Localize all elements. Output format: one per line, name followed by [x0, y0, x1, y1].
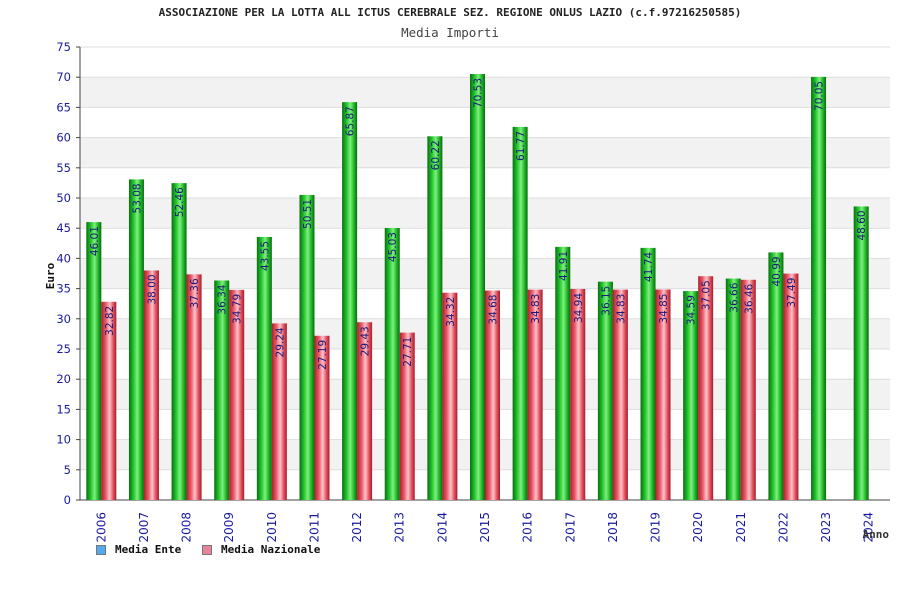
bar-label-media-nazionale: 29.43	[360, 326, 372, 356]
bar-label-media-nazionale: 29.24	[274, 327, 286, 357]
x-tick-label: 2020	[691, 512, 705, 543]
legend-swatch-media-nazionale	[202, 545, 212, 555]
bar-label-media-nazionale: 27.19	[317, 340, 329, 370]
y-tick-label: 30	[56, 312, 71, 326]
bar-media-ente	[427, 136, 442, 500]
bar-label-media-nazionale: 34.32	[445, 297, 457, 327]
bar-label-media-nazionale: 38.00	[146, 274, 158, 304]
bar-media-ente	[513, 127, 528, 500]
y-tick-label: 55	[56, 161, 71, 175]
x-tick-label: 2007	[137, 512, 151, 543]
bar-label-media-ente: 36.34	[217, 284, 229, 314]
bar-label-media-ente: 70.05	[814, 81, 826, 111]
bar-label-media-ente: 36.66	[728, 282, 740, 312]
bar-label-media-nazionale: 37.49	[786, 278, 798, 308]
bar-label-media-nazionale: 36.46	[743, 283, 755, 313]
bar-label-media-ente: 36.15	[600, 286, 612, 316]
bar-media-ente	[811, 77, 826, 500]
y-tick-label: 45	[56, 221, 71, 235]
bar-media-ente	[641, 248, 656, 500]
bar-label-media-ente: 61.77	[515, 131, 527, 161]
x-tick-label: 2012	[350, 512, 364, 543]
bar-label-media-ente: 65.87	[345, 106, 357, 136]
bar-media-ente	[385, 228, 400, 500]
bar-media-ente	[555, 247, 570, 500]
x-tick-label: 2017	[563, 512, 577, 543]
bar-label-media-ente: 70.53	[473, 78, 485, 108]
bar-label-media-nazionale: 34.83	[615, 294, 627, 324]
bar-label-media-ente: 40.99	[771, 256, 783, 286]
bar-label-media-ente: 53.08	[131, 183, 143, 213]
legend-label-media-nazionale: Media Nazionale	[221, 543, 320, 556]
y-axis-label: Euro	[44, 262, 57, 289]
bar-label-media-ente: 60.22	[430, 140, 442, 170]
y-tick-label: 0	[64, 493, 71, 507]
x-tick-label: 2021	[734, 512, 748, 543]
legend-item-media-nazionale: Media Nazionale	[202, 543, 320, 556]
bar-label-media-nazionale: 27.71	[402, 337, 414, 367]
bar-media-ente	[129, 179, 144, 500]
bar-label-media-nazionale: 37.05	[701, 280, 713, 310]
y-tick-label: 15	[56, 402, 71, 416]
y-tick-label: 40	[56, 251, 71, 265]
y-tick-label: 10	[56, 433, 71, 447]
bar-label-media-nazionale: 37.36	[189, 278, 201, 308]
bar-label-media-ente: 52.46	[174, 187, 186, 217]
bar-label-media-nazionale: 34.79	[232, 294, 244, 324]
y-tick-label: 70	[56, 70, 71, 84]
x-tick-label: 2008	[180, 512, 194, 543]
bar-label-media-nazionale: 34.68	[488, 295, 500, 325]
bar-label-media-nazionale: 34.83	[530, 294, 542, 324]
x-tick-label: 2010	[265, 512, 279, 543]
x-tick-label: 2013	[393, 512, 407, 543]
bar-media-ente	[257, 237, 272, 500]
bar-label-media-ente: 41.74	[643, 252, 655, 282]
bar-label-media-nazionale: 34.94	[573, 293, 585, 323]
x-tick-label: 2019	[649, 512, 663, 543]
y-tick-label: 50	[56, 191, 71, 205]
x-tick-label: 2022	[776, 512, 790, 543]
bar-media-ente	[172, 183, 187, 500]
y-tick-label: 20	[56, 372, 71, 386]
x-tick-label: 2009	[222, 512, 236, 543]
bar-media-ente	[470, 74, 485, 500]
bar-label-media-ente: 48.60	[856, 210, 868, 240]
bar-label-media-ente: 43.55	[259, 241, 271, 271]
x-tick-label: 2015	[478, 512, 492, 543]
bar-media-ente	[299, 195, 314, 500]
y-tick-label: 35	[56, 282, 71, 296]
bar-media-ente	[86, 222, 101, 500]
y-tick-label: 65	[56, 100, 71, 114]
x-tick-label: 2018	[606, 512, 620, 543]
legend-item-media-ente: Media Ente	[96, 543, 181, 556]
legend-swatch-media-ente	[96, 545, 106, 555]
bar-media-ente	[768, 252, 783, 500]
x-axis-label: Anno	[863, 528, 890, 541]
y-tick-label: 75	[56, 40, 71, 54]
bar-label-media-nazionale: 34.85	[658, 294, 670, 324]
bar-media-ente	[342, 102, 357, 500]
bar-label-media-ente: 46.01	[89, 226, 101, 256]
bar-media-ente	[854, 206, 869, 500]
x-tick-label: 2016	[521, 512, 535, 543]
legend-label-media-ente: Media Ente	[115, 543, 181, 556]
bar-label-media-nazionale: 32.82	[104, 306, 116, 336]
x-tick-label: 2011	[307, 512, 321, 543]
bar-label-media-ente: 45.03	[387, 232, 399, 262]
x-tick-label: 2006	[94, 512, 108, 543]
x-tick-label: 2023	[819, 512, 833, 543]
y-tick-label: 25	[56, 342, 71, 356]
bar-label-media-ente: 34.59	[686, 295, 698, 325]
bar-label-media-ente: 50.51	[302, 199, 314, 229]
y-tick-label: 5	[64, 463, 71, 477]
bar-label-media-ente: 41.91	[558, 251, 570, 281]
x-tick-label: 2014	[435, 512, 449, 543]
y-tick-label: 60	[56, 131, 71, 145]
